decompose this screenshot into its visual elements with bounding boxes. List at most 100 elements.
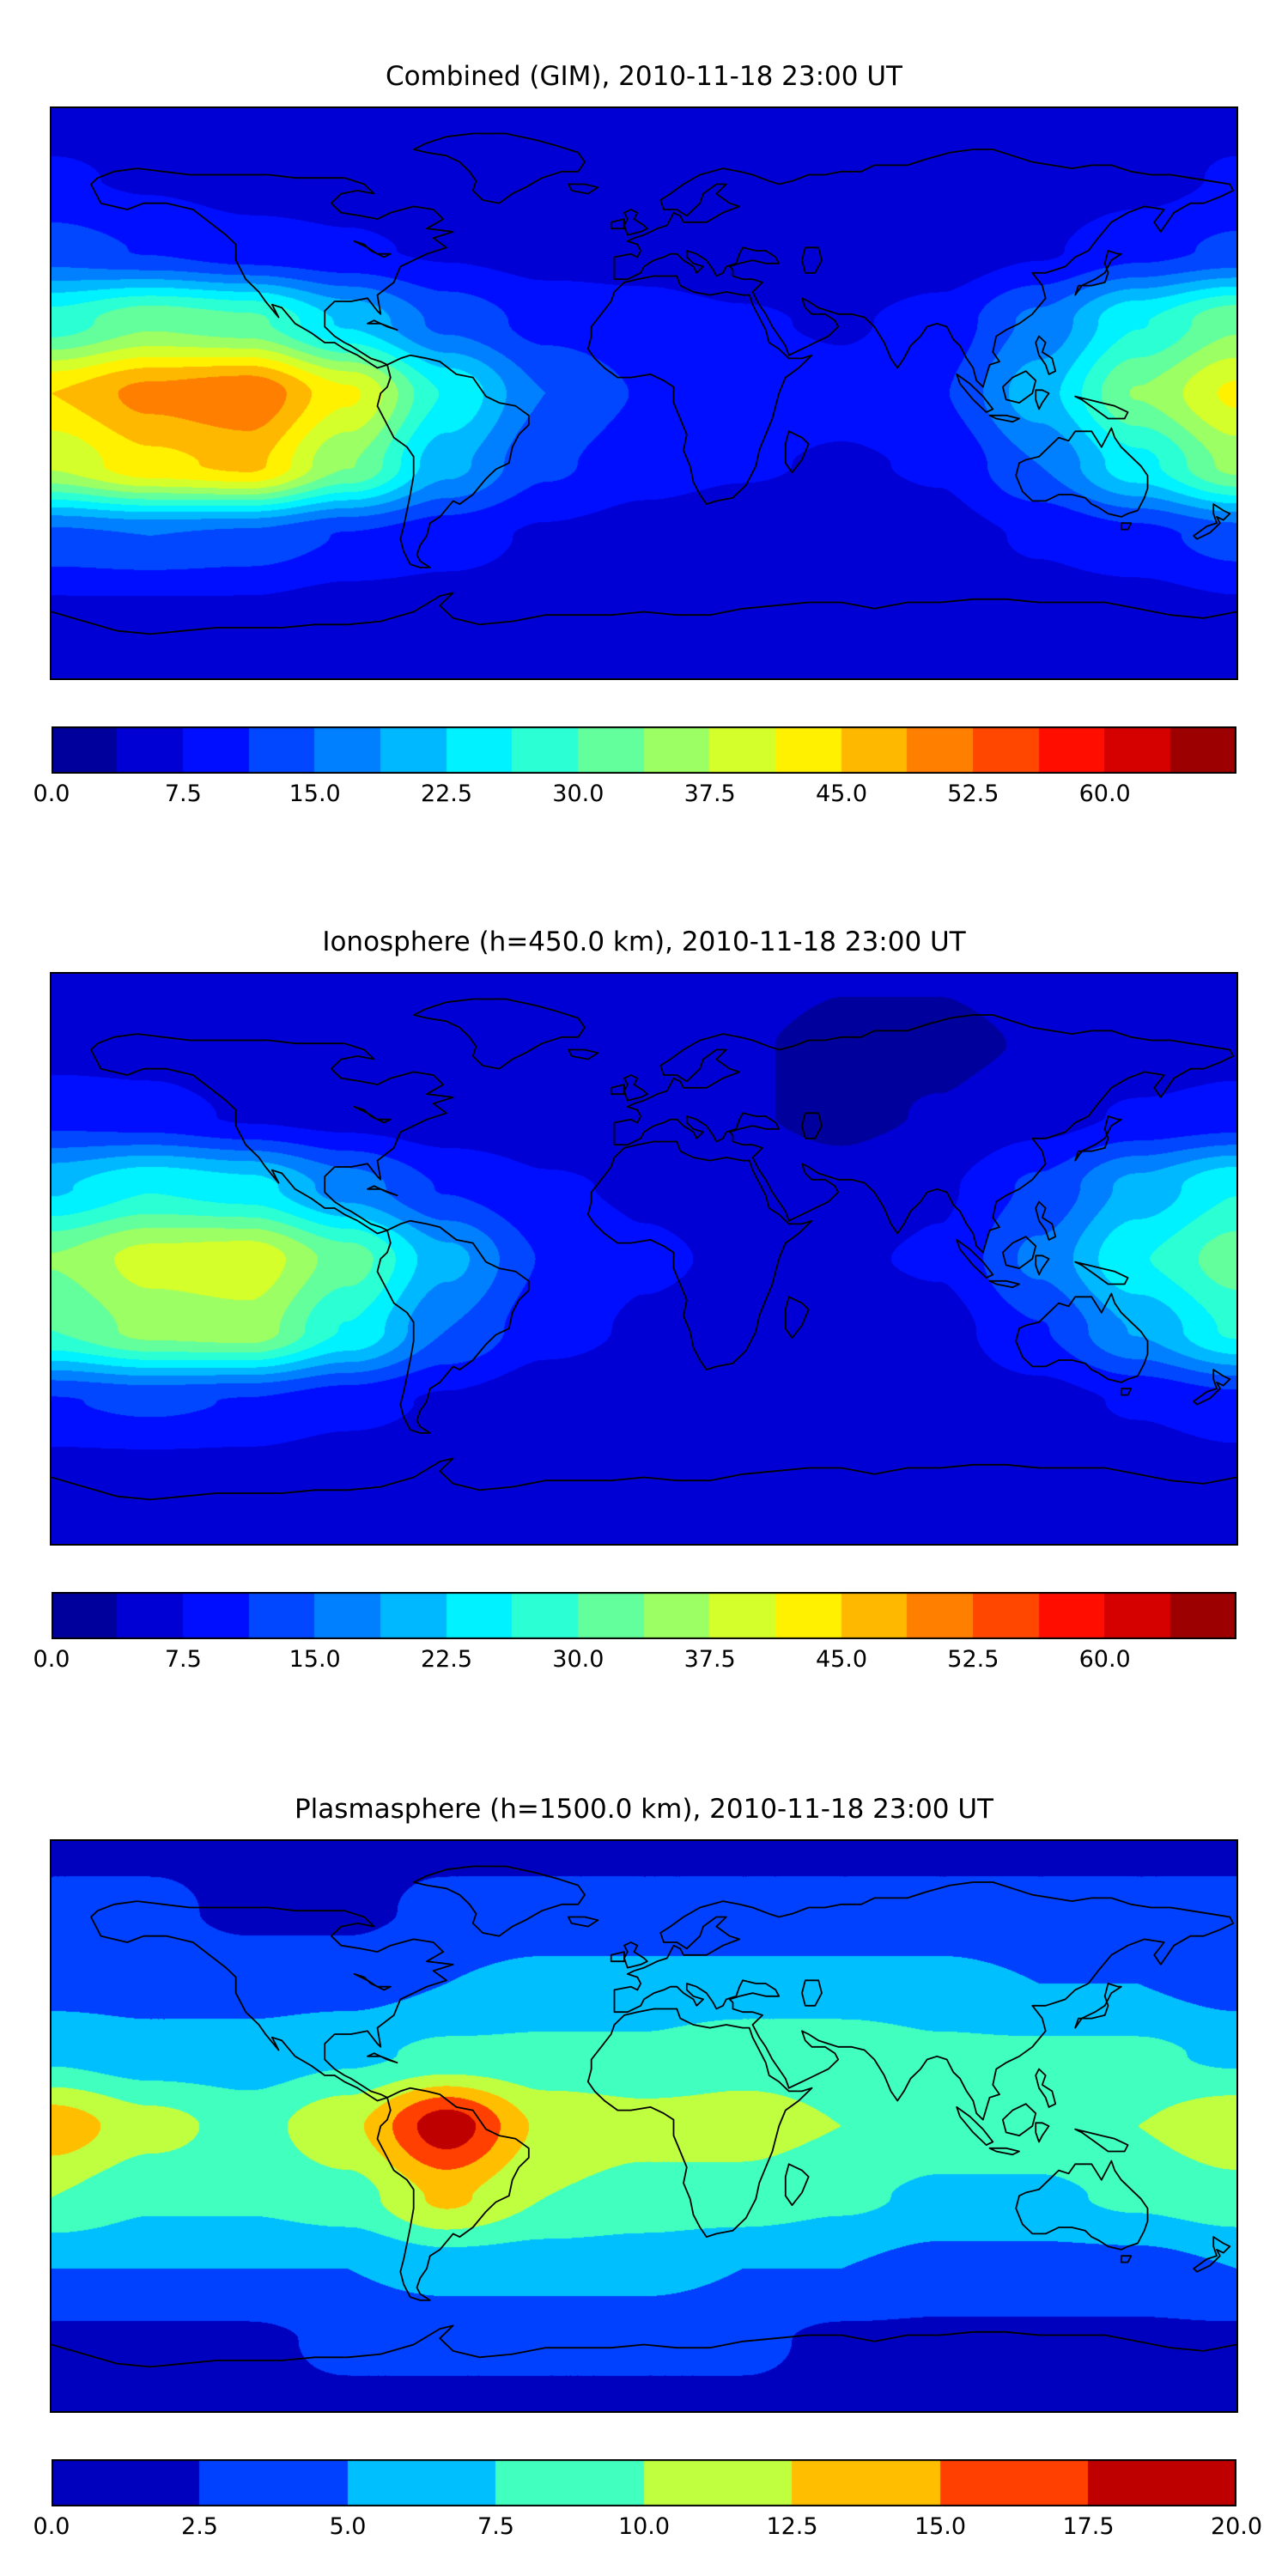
colorbar-tick-label: 0.0 <box>33 2513 70 2540</box>
coastline-africa <box>586 2008 813 2239</box>
coastline-java <box>988 1279 1020 1289</box>
coastline-philippines <box>1035 2068 1057 2108</box>
coastline-sumatra <box>956 373 994 414</box>
coastline-cuba <box>367 1185 398 1197</box>
coastline-philippines <box>1035 1200 1057 1241</box>
coastline-cuba <box>367 319 398 331</box>
coastline-ireland <box>610 1951 625 1963</box>
panel-combined-gim: Combined (GIM), 2010-11-18 23:00 UT 0.0 7… <box>0 60 1288 811</box>
colorbar-wrap: 0.0 7.5 15.0 22.5 30.0 37.5 45.0 52.5 60.0 <box>33 1592 1236 1677</box>
coastline-antarctica <box>52 592 1236 635</box>
colorbar-tick-label: 5.0 <box>329 2513 367 2540</box>
coastline-australia <box>1015 2160 1149 2251</box>
coastline-new-guinea <box>1074 395 1129 420</box>
coastline-great-lakes <box>353 1105 392 1124</box>
colorbar-tick-label: 37.5 <box>683 781 736 807</box>
coastline-sulawesi <box>1035 389 1050 410</box>
coastline-north-america <box>90 1033 454 1235</box>
colorbar-tick-label: 22.5 <box>420 1646 473 1673</box>
colorbar-tick-label: 0.0 <box>33 781 70 807</box>
colorbar-tick-label: 45.0 <box>815 1646 868 1673</box>
colorbar-tick-label: 7.5 <box>164 1646 202 1673</box>
colorbar <box>52 726 1236 774</box>
coastline-madagascar <box>784 430 810 474</box>
colorbar-tick-label: 52.5 <box>947 1646 999 1673</box>
panel-title-plasmasphere: Plasmasphere (h=1500.0 km), 2010-11-18 2… <box>294 1794 993 1825</box>
panel-title-combined: Combined (GIM), 2010-11-18 23:00 UT <box>386 61 902 92</box>
coastline-south-america <box>376 2087 530 2301</box>
coastline-eurasia <box>613 1014 1235 1254</box>
coastline-australia <box>1015 427 1149 518</box>
coastline-cuba <box>367 2052 398 2064</box>
colorbar-wrap: 0.0 2.5 5.0 7.5 10.0 12.5 15.0 17.5 20.0 <box>33 2459 1263 2544</box>
coastline-new-guinea <box>1074 2128 1129 2153</box>
colorbar-wrap: 0.0 7.5 15.0 22.5 30.0 37.5 45.0 52.5 60.0 <box>33 726 1236 811</box>
colorbar-tick-label: 7.5 <box>164 781 202 807</box>
coastline-greenland <box>412 1865 586 1937</box>
world-map-combined <box>50 106 1238 680</box>
tec-heatmap-canvas <box>52 1841 1236 2411</box>
colorbar-tick-row: 0.0 7.5 15.0 22.5 30.0 37.5 45.0 52.5 60.0 <box>33 774 1236 811</box>
coastline-sulawesi <box>1035 2122 1050 2143</box>
colorbar-tick-label: 12.5 <box>766 2513 818 2540</box>
coastline-caspian-sea <box>801 1979 823 2007</box>
coastline-madagascar <box>784 2163 810 2207</box>
coastline-sulawesi <box>1035 1255 1050 1276</box>
coastline-south-america <box>376 1219 530 1434</box>
panel-plasmasphere: Plasmasphere (h=1500.0 km), 2010-11-18 2… <box>0 1793 1288 2544</box>
coastline-borneo <box>1001 370 1037 404</box>
colorbar-tick-label: 22.5 <box>420 781 473 807</box>
coastline-iceland <box>567 183 599 195</box>
colorbar-tick-label: 37.5 <box>683 1646 736 1673</box>
coastline-tasmania <box>1120 522 1133 531</box>
coastline-tasmania <box>1120 2255 1133 2263</box>
coastline-great-britain <box>623 1074 648 1102</box>
panel-ionosphere: Ionosphere (h=450.0 km), 2010-11-18 23:0… <box>0 926 1288 1677</box>
coastline-great-britain <box>623 209 648 236</box>
colorbar-tick-label: 60.0 <box>1078 781 1131 807</box>
tec-heatmap-canvas <box>52 974 1236 1544</box>
coastline-caspian-sea <box>801 246 823 274</box>
coastline-africa <box>586 275 813 506</box>
colorbar-tick-row: 0.0 2.5 5.0 7.5 10.0 12.5 15.0 17.5 20.0 <box>33 2506 1263 2544</box>
coastline-new-zealand <box>1193 1369 1231 1406</box>
coastline-north-america <box>90 1900 454 2102</box>
world-map-plasmasphere <box>50 1839 1238 2413</box>
colorbar-tick-label: 20.0 <box>1210 2513 1263 2540</box>
colorbar-tick-label: 0.0 <box>33 1646 70 1673</box>
coastline-greenland <box>412 132 586 204</box>
coastline-ireland <box>610 218 625 230</box>
coastline-iceland <box>567 1916 599 1928</box>
coastline-africa <box>586 1140 813 1371</box>
coastline-iceland <box>567 1048 599 1060</box>
colorbar-tick-label: 15.0 <box>914 2513 967 2540</box>
coastlines-overlay <box>52 998 1236 1501</box>
colorbar <box>52 2459 1236 2506</box>
colorbar-tick-label: 15.0 <box>289 781 341 807</box>
coastlines-overlay <box>52 132 1236 635</box>
world-map-ionosphere <box>50 972 1238 1546</box>
coastline-antarctica <box>52 2324 1236 2368</box>
coastline-eurasia <box>613 1881 1235 2121</box>
coastline-new-zealand <box>1193 2236 1231 2273</box>
coastline-borneo <box>1001 1236 1037 1270</box>
coastline-sumatra <box>956 2105 994 2147</box>
coastlines-overlay <box>52 1865 1236 2368</box>
colorbar <box>52 1592 1236 1639</box>
coastline-north-america <box>90 167 454 369</box>
panel-title-ionosphere: Ionosphere (h=450.0 km), 2010-11-18 23:0… <box>322 927 966 957</box>
coastline-great-lakes <box>353 1972 392 1991</box>
coastline-madagascar <box>784 1296 810 1340</box>
coastline-antarctica <box>52 1457 1236 1501</box>
coastline-new-guinea <box>1074 1261 1129 1285</box>
coastline-south-america <box>376 354 530 568</box>
coastline-borneo <box>1001 2103 1037 2137</box>
coastline-new-zealand <box>1193 503 1231 540</box>
coastline-japan <box>1074 1115 1122 1162</box>
coastline-japan <box>1074 250 1122 296</box>
colorbar-tick-label: 7.5 <box>477 2513 514 2540</box>
coastline-great-britain <box>623 1941 648 1969</box>
colorbar-tick-label: 30.0 <box>552 1646 605 1673</box>
colorbar-tick-label: 30.0 <box>552 781 605 807</box>
